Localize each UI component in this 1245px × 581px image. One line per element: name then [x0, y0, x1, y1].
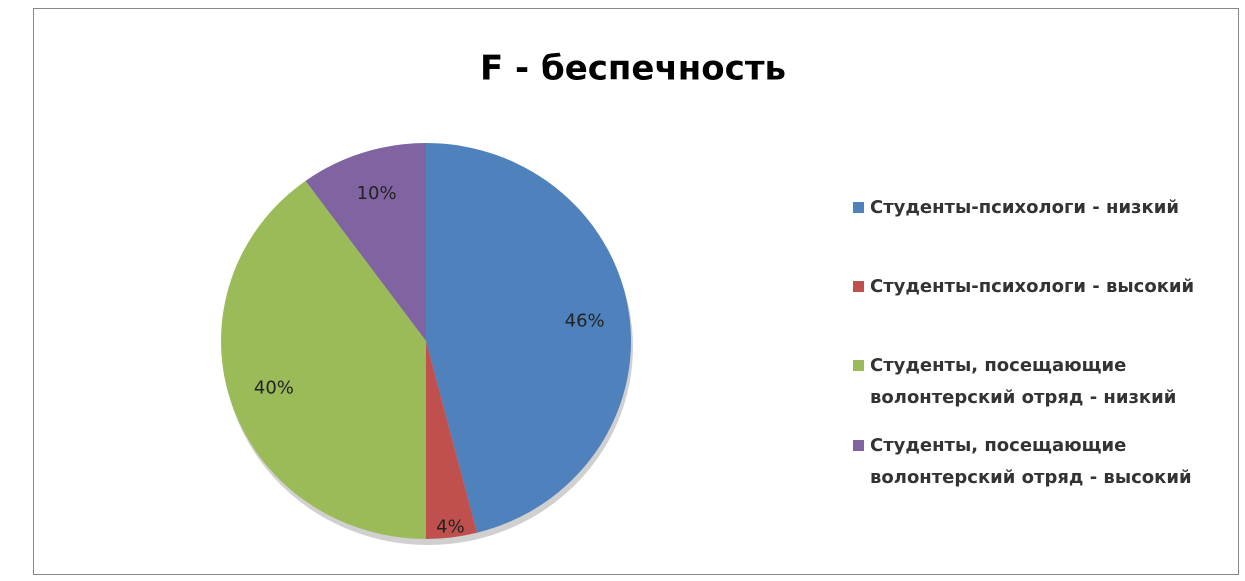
legend-swatch — [853, 440, 864, 451]
data-label: 46% — [565, 311, 605, 332]
pie-slice — [426, 143, 632, 533]
legend-label: Студенты, посещающие волонтерский отряд … — [870, 435, 1192, 488]
legend-label: Студенты-психологи - низкий — [870, 197, 1179, 218]
data-label: 10% — [357, 183, 397, 204]
legend-swatch — [853, 202, 864, 213]
pie-slice — [305, 143, 426, 341]
legend-label: Студенты-психологи - высокий — [870, 276, 1195, 297]
data-label: 40% — [254, 378, 294, 399]
pie-slice — [426, 341, 477, 539]
chart-title: F - беспечность — [480, 49, 786, 89]
legend-swatch — [853, 360, 864, 371]
data-label: 4% — [436, 517, 465, 538]
legend-label: Студенты, посещающие волонтерский отряд … — [870, 355, 1177, 408]
pie-slice — [220, 180, 426, 539]
legend-swatch — [853, 281, 864, 292]
